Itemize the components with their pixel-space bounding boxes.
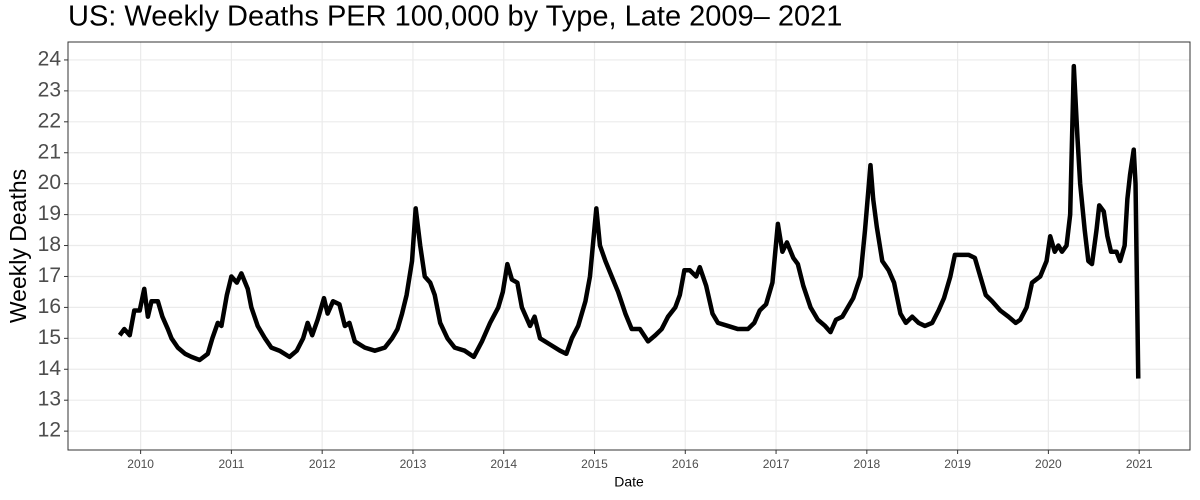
y-tick-label: 18 [38,233,61,256]
grid [68,42,1190,450]
y-tick-label: 22 [38,109,61,132]
y-axis-label: Weekly Deaths [5,169,31,323]
y-tick-label: 12 [38,419,61,442]
y-tick-label: 20 [38,171,61,194]
chart-title: US: Weekly Deaths PER 100,000 by Type, L… [68,1,842,33]
y-tick-label: 24 [38,47,62,70]
marks [117,63,1141,379]
y-tick-label: 23 [38,78,61,101]
x-tick-label: 2014 [490,457,517,471]
y-tick-label: 17 [38,264,61,287]
x-axis-label: Date [614,474,644,490]
y-tick-label: 14 [38,357,62,380]
data-line [117,63,1141,379]
x-tick-label: 2021 [1126,457,1153,471]
y-tick-label: 13 [38,388,61,411]
x-tick-label: 2011 [218,457,244,471]
x-tick-label: 2019 [944,457,971,471]
x-tick-label: 2016 [672,457,699,471]
x-tick-label: 2013 [400,457,427,471]
x-tick-label: 2012 [309,457,336,471]
y-tick-label: 19 [38,202,61,225]
x-tick-label: 2020 [1035,457,1062,471]
x-tick-label: 2017 [763,457,790,471]
x-tick-label: 2015 [581,457,608,471]
x-tick-label: 2018 [853,457,880,471]
x-tick-label: 2010 [127,457,154,471]
y-tick-label: 21 [38,140,61,163]
y-tick-label: 16 [38,295,61,318]
y-tick-label: 15 [38,326,61,349]
